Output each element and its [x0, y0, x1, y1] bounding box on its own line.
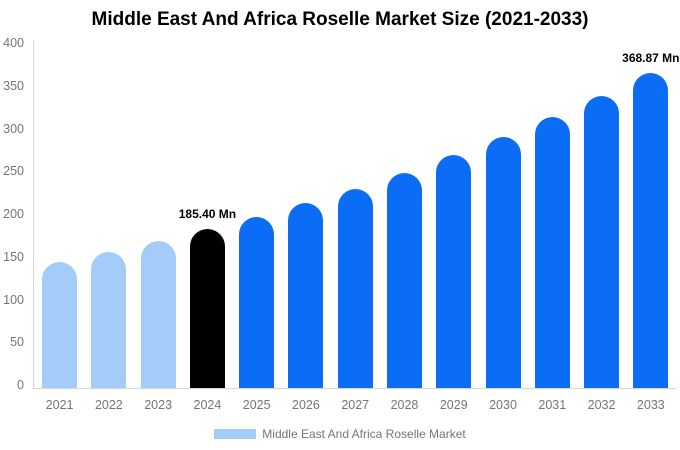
x-tick-label-2030: 2030 [489, 398, 517, 412]
bar-2029 [436, 155, 472, 388]
y-tick-label-0: 0 [17, 378, 24, 392]
x-tick-label-2023: 2023 [144, 398, 173, 412]
bar-2026 [288, 203, 324, 388]
bar-2023 [140, 240, 176, 388]
bar-value-label-2024: 185.40 Mn [178, 207, 237, 222]
x-tick-label-2027: 2027 [341, 398, 370, 412]
y-tick-label-250: 250 [3, 164, 24, 179]
x-tick-label-2033: 2033 [636, 398, 665, 412]
bar-2032 [584, 95, 620, 388]
x-tick-label-2028: 2028 [390, 398, 419, 412]
x-axis-line [33, 388, 677, 389]
y-tick-label-50: 50 [10, 335, 24, 350]
bar-value-label-2033: 368.87 Mn [622, 50, 680, 65]
y-tick-label-300: 300 [3, 121, 24, 136]
x-tick-label-2026: 2026 [292, 398, 320, 412]
y-axis-line [33, 40, 34, 388]
x-tick-label-2022: 2022 [94, 398, 123, 412]
y-tick-label-400: 400 [3, 36, 24, 50]
x-tick-label-2032: 2032 [587, 398, 616, 412]
bar-2024 [189, 229, 225, 388]
chart-title: Middle East And Africa Roselle Market Si… [91, 9, 589, 30]
y-tick-label-200: 200 [3, 207, 24, 221]
bar-2028 [386, 172, 422, 388]
bar-2030 [485, 137, 521, 388]
y-tick-label-350: 350 [3, 78, 24, 93]
bar-2025 [239, 217, 275, 388]
y-tick-label-150: 150 [3, 249, 24, 264]
legend: Middle East And Africa Roselle Market [0, 426, 680, 442]
bar-2022 [91, 252, 127, 388]
legend-label: Middle East And Africa Roselle Market [262, 427, 466, 441]
x-tick-label-2021: 2021 [45, 398, 74, 412]
y-tick-label-100: 100 [3, 292, 24, 307]
x-tick-label-2024: 2024 [193, 398, 222, 412]
bar-2031 [534, 116, 570, 388]
x-tick-label-2025: 2025 [242, 398, 271, 412]
legend-swatch [214, 429, 257, 439]
bar-2033 [633, 72, 669, 388]
bar-2027 [337, 188, 373, 388]
x-tick-label-2031: 2031 [538, 398, 567, 412]
bar-2021 [42, 262, 78, 388]
x-tick-label-2029: 2029 [439, 398, 468, 412]
